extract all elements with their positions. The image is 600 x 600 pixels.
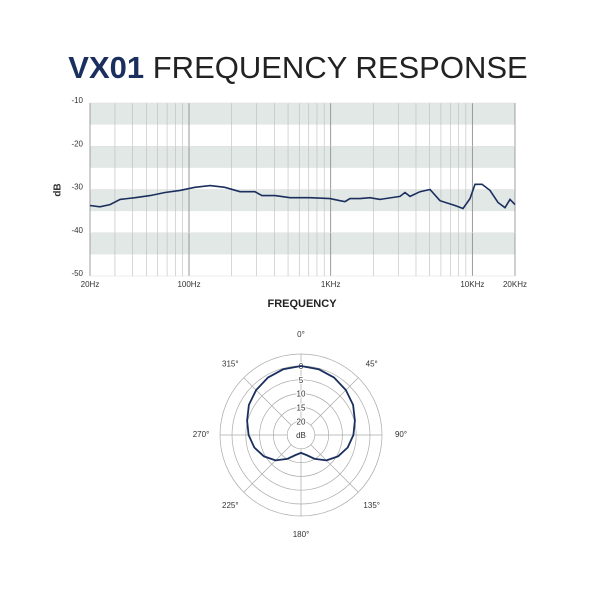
y-tick-label: -20 <box>71 139 83 148</box>
r-grid-circle <box>259 393 343 477</box>
y-tick-label: -10 <box>71 96 83 105</box>
x-tick-label: 20KHz <box>503 280 527 289</box>
angle-label: 135° <box>363 501 380 510</box>
x-tick-label: 100Hz <box>177 280 200 289</box>
band <box>90 146 515 168</box>
polar-pattern <box>246 365 356 462</box>
r-tick-label: 5 <box>299 376 304 385</box>
y-tick-label: -50 <box>71 269 83 278</box>
r-grid-circle <box>273 407 329 463</box>
x-tick-label: 1KHz <box>321 280 341 289</box>
angle-label: 315° <box>222 359 239 368</box>
angle-label: 225° <box>222 501 239 510</box>
x-tick-label: 10KHz <box>460 280 484 289</box>
y-axis-label: dB <box>53 183 64 196</box>
angle-label: 270° <box>193 430 210 439</box>
spoke <box>310 377 359 426</box>
r-tick-label: 15 <box>297 404 306 413</box>
y-tick-label: -30 <box>71 183 83 192</box>
x-axis-label: FREQUENCY <box>267 298 337 310</box>
band <box>90 232 515 255</box>
r-tick-label: 10 <box>297 390 306 399</box>
r-grid-circle <box>286 420 316 450</box>
model-name: VX01 <box>68 50 144 85</box>
spoke <box>310 444 359 493</box>
angle-label: 0° <box>297 330 305 339</box>
y-tick-label: -40 <box>71 226 83 235</box>
x-tick-label: 20Hz <box>81 280 100 289</box>
angle-label: 90° <box>395 430 407 439</box>
title-text: FREQUENCY RESPONSE <box>153 50 528 85</box>
spoke <box>243 377 292 426</box>
angle-label: 45° <box>366 359 378 368</box>
title: VX01 FREQUENCY RESPONSE <box>68 50 527 85</box>
r-grid-circle <box>245 379 357 491</box>
band <box>90 103 515 125</box>
band <box>90 189 515 212</box>
r-axis-label: dB <box>296 431 306 440</box>
r-tick-label: 20 <box>297 417 306 426</box>
response-line <box>89 183 516 210</box>
angle-label: 180° <box>293 530 310 539</box>
spoke <box>243 444 292 493</box>
